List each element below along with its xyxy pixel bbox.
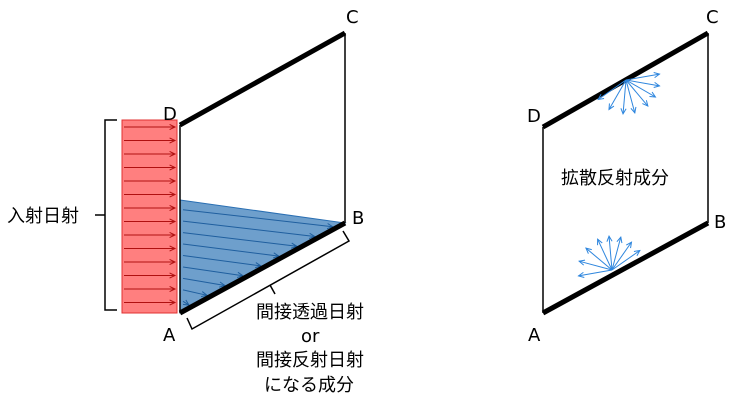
indirect-ray [182,243,279,257]
diffuse-ray [611,250,641,271]
right-edge-ab [541,220,710,316]
diffuse-ray [579,260,613,271]
indirect-label-line-3: 間接反射日射 [256,350,364,371]
indirect-label-line-1: 間接透過日射 [256,302,364,323]
diffuse-ray-head [626,241,633,249]
diffuse-ray-head [606,234,613,242]
indirect-ray [182,232,297,247]
incident-arrows [124,123,177,306]
indirect-ray-head [219,281,227,288]
indirect-ray-head [200,291,209,298]
incident-ray-head [169,231,177,239]
incident-ray-head [169,123,177,131]
indirect-ray-head [254,262,262,269]
diffuse-ray-head [616,236,623,244]
indirect-ray [182,255,261,267]
diffuse-ray [625,79,660,87]
diffuse-ray-head [597,94,605,101]
incident-ray-head [169,285,177,293]
diffuse-rays-bottom [577,234,641,279]
diffuse-ray-head [578,259,586,266]
incident-radiation-label: 入射日射 [7,206,79,227]
indirect-ray [182,220,315,237]
diffuse-ray [625,79,649,107]
diffuse-ray [625,73,660,81]
point-a-label: A [163,325,176,346]
diffuse-ray-head [633,249,641,256]
diffuse-ray-head [653,71,661,79]
diffuse-ray-head [653,81,661,89]
diffuse-ray-head [620,108,627,116]
incident-ray-head [169,177,177,185]
diffuse-ray [585,247,613,271]
point-c-label: C [346,7,359,28]
diffuse-ray [608,236,613,271]
incident-ray-head [169,245,177,252]
incident-ray-head [169,272,177,279]
left-panel: C D B A 入射日射 間接透過日射 or 間接反射日射 になる成分 [7,7,364,396]
indirect-bracket-tick [269,284,276,295]
incident-radiation-fill [121,119,178,314]
diffuse-ray-head [577,271,585,279]
incident-bracket [104,119,117,311]
incident-ray-head [169,299,177,306]
diffuse-ray-head [649,91,657,98]
indirect-ray-head [272,252,280,259]
diffuse-ray-head [597,238,603,246]
incident-radiation-block [121,119,178,314]
indirect-ray [182,277,226,286]
indirect-label-line-4: になる成分 [264,375,354,396]
indirect-label-line-2: or [301,326,320,347]
point-b-label: B [352,208,364,229]
diffuse-ray [611,237,622,271]
incident-ray-head [169,150,177,158]
right-point-b-label: B [714,212,726,233]
incident-ray-head [169,137,177,144]
right-point-a-label: A [528,325,541,346]
indirect-ray [182,300,190,306]
diffuse-ray [597,238,613,271]
indirect-ray-head [182,299,190,306]
right-point-d-label: D [527,106,541,127]
incident-ray-head [169,191,177,198]
edge-ab [178,220,347,316]
point-d-label: D [163,104,177,125]
diffuse-rays-top [597,71,661,116]
indirect-ray [182,209,333,228]
incident-ray-head [169,204,177,212]
diffuse-ray-head [642,100,649,107]
right-point-c-label: C [706,7,719,28]
incident-ray-head [169,164,177,171]
indirect-arrows [182,209,334,306]
indirect-ray [182,266,243,277]
diffuse-ray [625,79,636,113]
indirect-ray [182,289,208,296]
diffuse-ray [622,79,627,114]
diffuse-ray [611,241,632,271]
indirect-ray-head [326,223,334,230]
diffuse-ray-head [630,106,637,114]
diffuse-reflection-label: 拡散反射成分 [561,168,669,189]
diffuse-ray [578,269,613,277]
right-panel: C D B A 拡散反射成分 [527,7,726,346]
diffuse-ray-head [608,103,615,111]
indirect-ray-head [290,242,298,249]
edge-dc [178,30,347,128]
incident-ray-head [169,218,177,225]
diffuse-ray [597,79,627,100]
diffuse-ray-head [585,247,592,254]
incident-ray-head [169,258,177,266]
diffuse-ray [608,79,627,110]
indirect-ray-head [237,271,245,278]
diffuse-ray [625,79,656,98]
indirect-ray-head [308,232,316,239]
